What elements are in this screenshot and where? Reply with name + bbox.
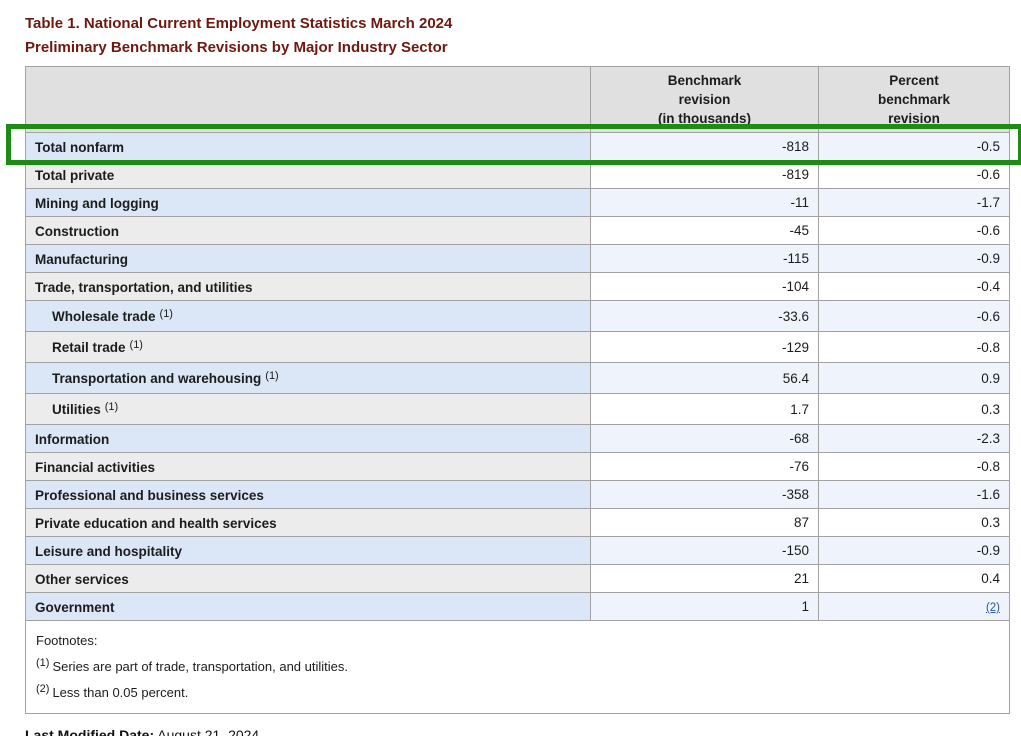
table-row-retail-trade: Retail trade (1) -129 -0.8 (25, 331, 1010, 363)
table-row-information: Information -68 -2.3 (25, 424, 1010, 453)
percent-value: -0.9 (818, 536, 1010, 565)
benchmark-value: -129 (590, 331, 819, 363)
table-row-total-private: Total private -819 -0.6 (25, 160, 1010, 189)
benchmark-value: -104 (590, 272, 819, 301)
last-modified: Last Modified Date: August 21, 2024 (25, 727, 1009, 736)
footnote-1-marker: (1) (159, 308, 173, 320)
benchmark-table-wrapper: Benchmark revision (in thousands) Percen… (6, 66, 1021, 714)
footnote-1: (1) Series are part of trade, transportat… (36, 652, 999, 678)
footnote-2-text: Less than 0.05 percent. (52, 685, 189, 700)
table-title-line1: Table 1. National Current Employment Sta… (25, 15, 453, 32)
industry-label: Transportation and warehousing (52, 371, 262, 386)
benchmark-value: 56.4 (590, 362, 819, 394)
last-modified-label: Last Modified Date: (25, 727, 155, 736)
percent-value: -0.5 (818, 132, 1010, 161)
percent-value: -0.6 (818, 216, 1010, 245)
footnote-2-link[interactable]: (2) (985, 602, 1000, 614)
last-modified-value: August 21, 2024 (157, 727, 260, 736)
benchmark-revision-column-header: Benchmark revision (in thousands) (590, 66, 819, 133)
industry-label: Total nonfarm (35, 139, 124, 155)
footnote-1-text: Series are part of trade, transportation… (52, 659, 348, 674)
industry-column-header (25, 66, 591, 133)
table-row-mining-and-logging: Mining and logging -11 -1.7 (25, 188, 1010, 217)
footnotes-cell: Footnotes: (1) Series are part of trade, … (25, 620, 1010, 714)
industry-label: Information (35, 431, 110, 447)
table-row-construction: Construction -45 -0.6 (25, 216, 1010, 245)
percent-value: 0.3 (818, 393, 1010, 425)
industry-label: Professional and business services (35, 487, 264, 503)
benchmark-value: -33.6 (590, 300, 819, 332)
industry-label: Total private (35, 167, 115, 183)
benchmark-value: -358 (590, 480, 819, 509)
benchmark-value: 1 (590, 592, 819, 621)
percent-value: 0.4 (818, 564, 1010, 593)
benchmark-value: 1.7 (590, 393, 819, 425)
industry-label: Manufacturing (35, 251, 128, 267)
percent-benchmark-column-header: Percent benchmark revision (818, 66, 1010, 133)
percent-value: -0.9 (818, 244, 1010, 273)
page-title: Table 1. National Current Employment Sta… (25, 12, 1009, 60)
industry-label: Other services (35, 571, 129, 587)
percent-value: -0.8 (818, 452, 1010, 481)
table-row-government: Government 1 (2) (25, 592, 1010, 621)
industry-label: Mining and logging (35, 195, 159, 211)
benchmark-value: 21 (590, 564, 819, 593)
benchmark-value: -68 (590, 424, 819, 453)
header-row: Benchmark revision (in thousands) Percen… (25, 66, 1010, 133)
benchmark-value: -819 (590, 160, 819, 189)
industry-label: Retail trade (52, 340, 126, 355)
benchmark-value: -45 (590, 216, 819, 245)
table-row-manufacturing: Manufacturing -115 -0.9 (25, 244, 1010, 273)
benchmark-value: -150 (590, 536, 819, 565)
benchmark-value: -11 (590, 188, 819, 217)
percent-value: -0.6 (818, 300, 1010, 332)
industry-label: Wholesale trade (52, 309, 156, 324)
industry-label: Financial activities (35, 459, 156, 475)
footnotes-title: Footnotes: (36, 633, 98, 648)
benchmark-value: -76 (590, 452, 819, 481)
footnote-1-marker: (1) (104, 401, 119, 413)
table-row-total-nonfarm: Total nonfarm -818 -0.5 (25, 132, 1010, 161)
percent-value: -1.7 (818, 188, 1010, 217)
table-row-transportation-and-warehousing: Transportation and warehousing (1) 56.4 0… (25, 362, 1010, 394)
footnote-2-marker: (2) (36, 683, 50, 695)
table-title-line2: Preliminary Benchmark Revisions by Major… (25, 39, 448, 56)
table-row-private-education-and-health-services: Private education and health services 87… (25, 508, 1010, 537)
benchmark-value: 87 (590, 508, 819, 537)
table-row-financial-activities: Financial activities -76 -0.8 (25, 452, 1010, 481)
percent-value: -0.8 (818, 331, 1010, 363)
percent-value: 0.9 (818, 362, 1010, 394)
table-row-other-services: Other services 21 0.4 (25, 564, 1010, 593)
table-row-leisure-and-hospitality: Leisure and hospitality -150 -0.9 (25, 536, 1010, 565)
footnote-1-marker: (1) (129, 339, 143, 351)
footnotes-row: Footnotes: (1) Series are part of trade, … (25, 620, 1010, 714)
table-row-trade-transportation-utilities: Trade, transportation, and utilities -10… (25, 272, 1010, 301)
table-row-utilities: Utilities (1) 1.7 0.3 (25, 393, 1010, 425)
benchmark-value: -115 (590, 244, 819, 273)
footnote-1-marker: (1) (265, 370, 279, 382)
percent-value: 0.3 (818, 508, 1010, 537)
footnote-2: (2) Less than 0.05 percent. (36, 678, 999, 704)
benchmark-revisions-table: Benchmark revision (in thousands) Percen… (25, 66, 1010, 714)
percent-value: -0.6 (818, 160, 1010, 189)
industry-label: Utilities (52, 402, 101, 417)
footnote-1-marker: (1) (36, 657, 50, 669)
industry-label: Trade, transportation, and utilities (35, 279, 253, 295)
industry-label: Construction (35, 223, 119, 239)
benchmark-value: -818 (590, 132, 819, 161)
percent-value: -2.3 (818, 424, 1010, 453)
industry-label: Private education and health services (35, 515, 277, 531)
table-row-wholesale-trade: Wholesale trade (1) -33.6 -0.6 (25, 300, 1010, 332)
table-row-professional-and-business-services: Professional and business services -358 … (25, 480, 1010, 509)
industry-label: Government (35, 599, 115, 615)
percent-value: -0.4 (818, 272, 1010, 301)
industry-label: Leisure and hospitality (35, 543, 183, 559)
percent-value: -1.6 (818, 480, 1010, 509)
